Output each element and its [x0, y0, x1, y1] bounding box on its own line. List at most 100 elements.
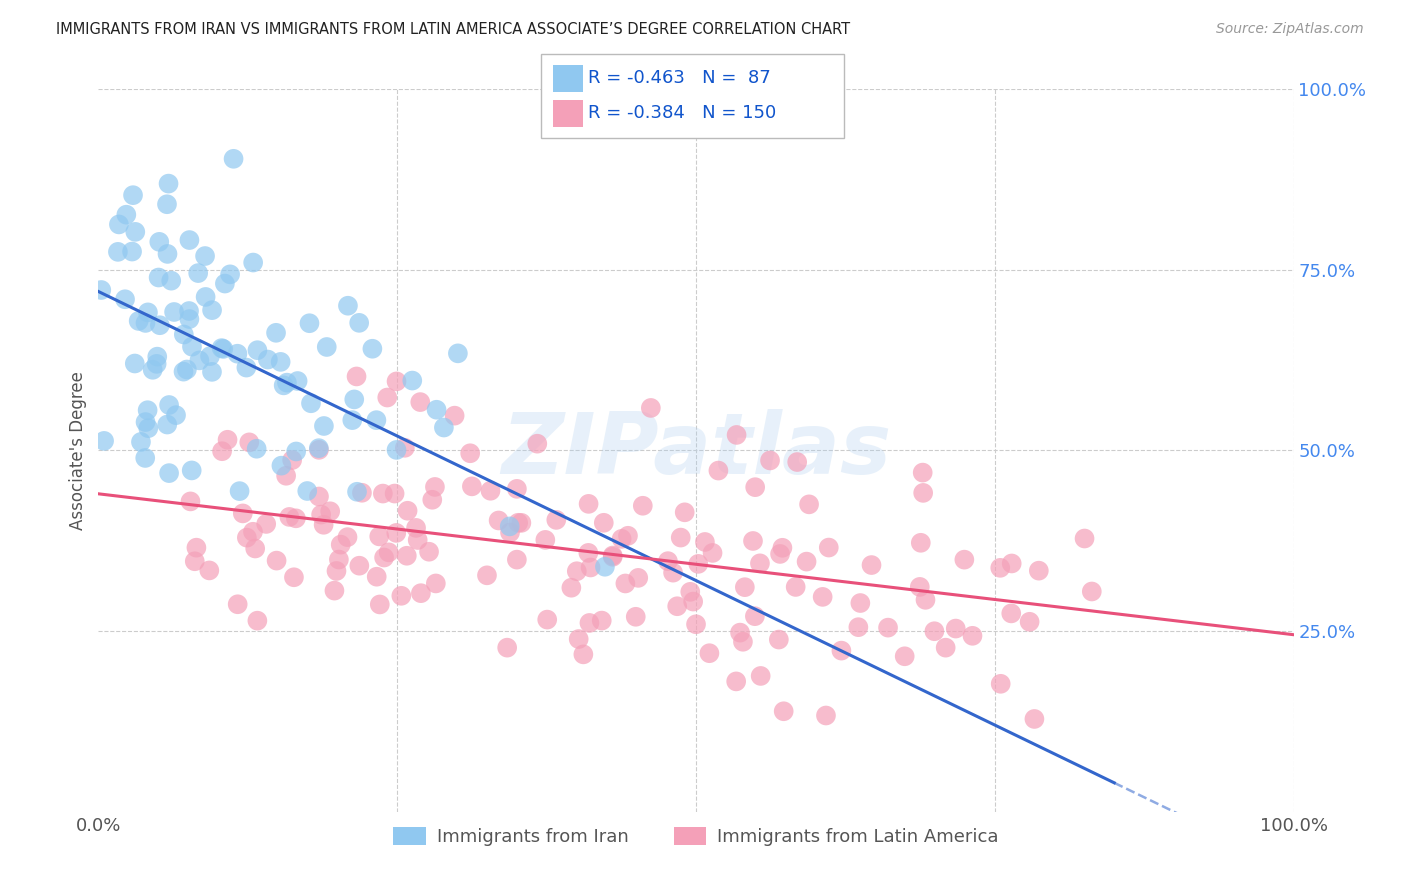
- Text: R = -0.384   N = 150: R = -0.384 N = 150: [588, 104, 776, 122]
- Point: [602, 549, 624, 564]
- Point: [308, 490, 330, 504]
- Point: [319, 504, 342, 518]
- Point: [114, 292, 136, 306]
- Point: [405, 521, 427, 535]
- Point: [129, 434, 152, 449]
- Point: [136, 305, 159, 319]
- Point: [488, 513, 510, 527]
- Point: [679, 584, 702, 599]
- Point: [578, 497, 600, 511]
- Point: [817, 541, 839, 555]
- Point: [910, 536, 932, 550]
- Point: [217, 433, 239, 447]
- Point: [173, 327, 195, 342]
- Point: [212, 342, 235, 356]
- Text: IMMIGRANTS FROM IRAN VS IMMIGRANTS FROM LATIN AMERICA ASSOCIATE’S DEGREE CORRELA: IMMIGRANTS FROM IRAN VS IMMIGRANTS FROM …: [56, 22, 851, 37]
- Point: [860, 558, 883, 572]
- Point: [591, 614, 613, 628]
- Point: [222, 152, 245, 166]
- Point: [156, 417, 179, 432]
- Point: [156, 247, 179, 261]
- Point: [336, 299, 359, 313]
- Point: [179, 494, 201, 508]
- Point: [396, 504, 419, 518]
- Point: [226, 597, 249, 611]
- Point: [769, 547, 792, 561]
- Point: [526, 436, 548, 450]
- Point: [385, 442, 408, 457]
- Point: [1001, 557, 1024, 571]
- Point: [266, 553, 288, 567]
- Point: [188, 353, 211, 368]
- Point: [759, 453, 782, 467]
- Point: [578, 615, 600, 630]
- Point: [160, 274, 183, 288]
- Point: [346, 484, 368, 499]
- Point: [744, 609, 766, 624]
- Point: [242, 524, 264, 539]
- Point: [232, 507, 254, 521]
- Point: [499, 519, 522, 533]
- Point: [707, 464, 730, 478]
- Point: [186, 541, 208, 555]
- Point: [830, 643, 852, 657]
- Point: [579, 560, 602, 574]
- Legend: Immigrants from Iran, Immigrants from Latin America: Immigrants from Iran, Immigrants from La…: [387, 820, 1005, 854]
- Point: [699, 646, 721, 660]
- Point: [107, 244, 129, 259]
- Point: [315, 340, 337, 354]
- Point: [93, 434, 115, 448]
- Point: [181, 340, 204, 354]
- Point: [682, 594, 704, 608]
- Point: [285, 444, 308, 458]
- Point: [328, 552, 350, 566]
- Point: [877, 621, 900, 635]
- Point: [988, 561, 1011, 575]
- Point: [298, 316, 321, 330]
- Point: [572, 648, 595, 662]
- Point: [309, 508, 332, 522]
- Point: [395, 549, 418, 563]
- Point: [238, 435, 260, 450]
- Point: [297, 483, 319, 498]
- Point: [536, 613, 558, 627]
- Point: [121, 244, 143, 259]
- Point: [156, 197, 179, 211]
- Point: [219, 268, 242, 282]
- Point: [180, 463, 202, 477]
- Point: [246, 442, 269, 456]
- Point: [136, 403, 159, 417]
- Point: [693, 535, 716, 549]
- Point: [496, 640, 519, 655]
- Point: [1024, 712, 1046, 726]
- Point: [702, 546, 724, 560]
- Point: [475, 568, 498, 582]
- Point: [461, 479, 484, 493]
- Point: [90, 283, 112, 297]
- Point: [389, 589, 412, 603]
- Point: [506, 482, 529, 496]
- Point: [254, 516, 277, 531]
- Point: [458, 446, 481, 460]
- Point: [914, 592, 936, 607]
- Point: [576, 546, 599, 560]
- Point: [115, 208, 138, 222]
- Point: [177, 304, 200, 318]
- Point: [749, 557, 772, 571]
- Point: [270, 355, 292, 369]
- Point: [108, 218, 131, 232]
- Point: [176, 362, 198, 376]
- Point: [742, 533, 765, 548]
- Point: [134, 316, 156, 330]
- Point: [734, 580, 756, 594]
- Point: [283, 570, 305, 584]
- Point: [342, 413, 364, 427]
- Point: [346, 369, 368, 384]
- Point: [157, 177, 180, 191]
- Point: [194, 290, 217, 304]
- Point: [1018, 615, 1040, 629]
- Point: [662, 566, 685, 580]
- Point: [602, 549, 624, 563]
- Point: [725, 428, 748, 442]
- Point: [377, 545, 399, 559]
